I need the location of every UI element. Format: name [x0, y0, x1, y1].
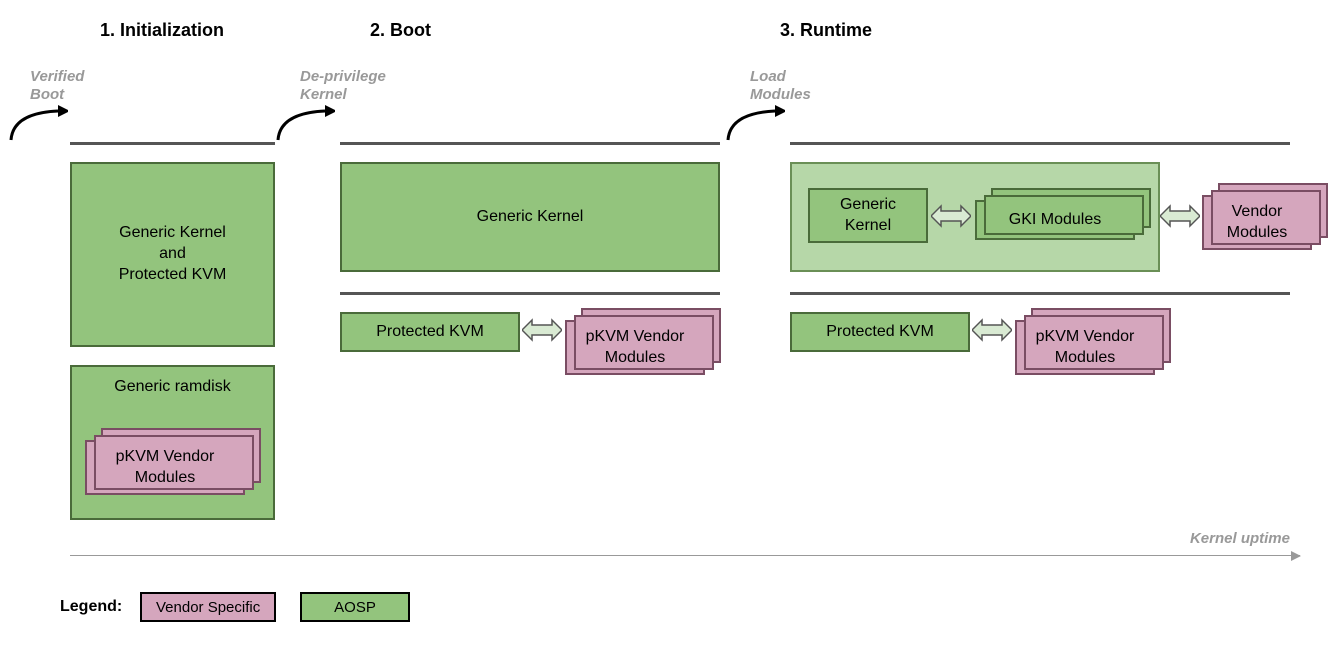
- legend-aosp: AOSP: [300, 592, 410, 622]
- init-kernel-box: Generic Kernel and Protected KVM: [70, 162, 275, 347]
- arrow-deprivilege: [275, 105, 335, 145]
- stage-1-line: [70, 142, 275, 145]
- stage-2-title: 2. Boot: [370, 20, 431, 41]
- boot-pkvm-modules-box: pKVM Vendor Modules: [565, 320, 705, 375]
- bi-arrow-rt-pkvm: [972, 318, 1012, 342]
- arrow-verified-boot: [8, 105, 68, 145]
- rt-pkvm-box: Protected KVM: [790, 312, 970, 352]
- stage-3-line: [790, 142, 1290, 145]
- anno-verified-boot: Verified Boot: [30, 68, 84, 104]
- init-ramdisk-label: Generic ramdisk: [114, 377, 230, 398]
- anno-load-modules: Load Modules: [750, 68, 811, 104]
- anno-deprivilege: De-privilege Kernel: [300, 68, 386, 104]
- kernel-uptime-label: Kernel uptime: [1190, 530, 1290, 547]
- stage-2-line: [340, 142, 720, 145]
- arrow-load-modules: [725, 105, 785, 145]
- stage-2-midline: [340, 292, 720, 295]
- rt-gki-box: GKI Modules: [975, 200, 1135, 240]
- stage-3-title: 3. Runtime: [780, 20, 872, 41]
- legend-label: Legend:: [60, 598, 122, 616]
- rt-vendor-modules-box: Vendor Modules: [1202, 195, 1312, 250]
- bi-arrow-rt-vendor: [1160, 204, 1200, 228]
- stage-3-midline: [790, 292, 1290, 295]
- stage-1-title: 1. Initialization: [100, 20, 224, 41]
- boot-kernel-box: Generic Kernel: [340, 162, 720, 272]
- timeline-axis: [70, 555, 1300, 556]
- rt-pkvm-modules-box: pKVM Vendor Modules: [1015, 320, 1155, 375]
- bi-arrow-rt-gki: [931, 204, 971, 228]
- legend-vendor: Vendor Specific: [140, 592, 276, 622]
- boot-pkvm-box: Protected KVM: [340, 312, 520, 352]
- bi-arrow-boot-pkvm: [522, 318, 562, 342]
- init-pkvm-modules-box: pKVM Vendor Modules: [85, 440, 245, 495]
- rt-kernel-box: Generic Kernel: [808, 188, 928, 243]
